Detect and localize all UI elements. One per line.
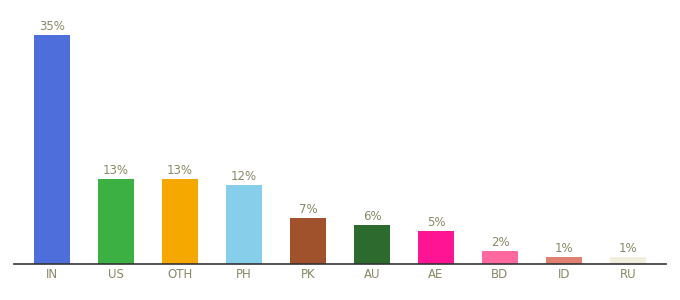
Text: 1%: 1% — [555, 242, 573, 256]
Text: 35%: 35% — [39, 20, 65, 33]
Bar — [290, 218, 326, 264]
Text: 13%: 13% — [103, 164, 129, 177]
Text: 7%: 7% — [299, 203, 318, 216]
Bar — [482, 251, 517, 264]
Bar — [163, 179, 198, 264]
Bar — [35, 35, 69, 264]
Text: 2%: 2% — [491, 236, 509, 249]
Bar — [547, 257, 581, 264]
Bar — [99, 179, 133, 264]
Bar — [611, 257, 645, 264]
Text: 6%: 6% — [362, 210, 381, 223]
Bar — [418, 231, 454, 264]
Bar — [226, 185, 262, 264]
Text: 13%: 13% — [167, 164, 193, 177]
Text: 12%: 12% — [231, 170, 257, 183]
Text: 5%: 5% — [427, 216, 445, 229]
Bar — [354, 225, 390, 264]
Text: 1%: 1% — [619, 242, 637, 256]
